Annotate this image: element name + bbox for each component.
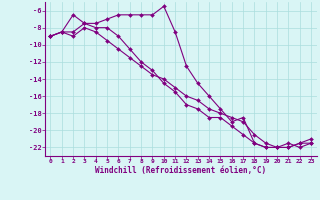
X-axis label: Windchill (Refroidissement éolien,°C): Windchill (Refroidissement éolien,°C)	[95, 166, 266, 175]
